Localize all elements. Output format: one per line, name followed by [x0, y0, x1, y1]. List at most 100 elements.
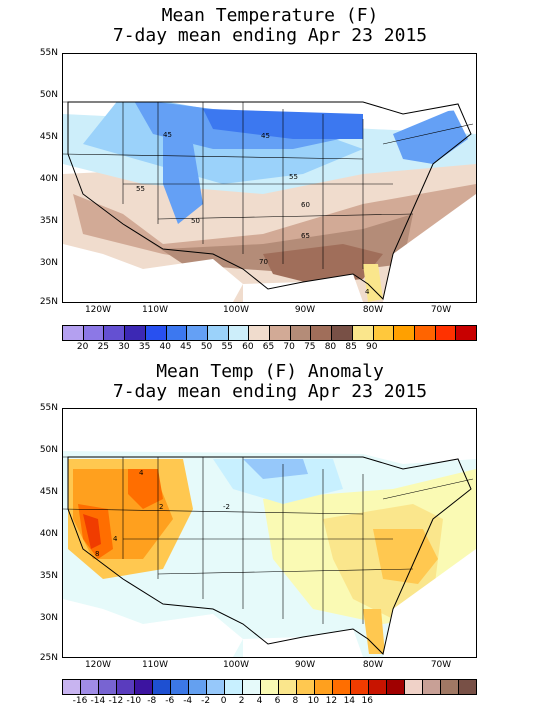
colorbar-label: 2: [238, 696, 245, 706]
colorbar-label: -12: [108, 696, 124, 706]
colorbar-label: 14: [343, 696, 356, 706]
colorbar-swatch: [333, 680, 351, 694]
map2-canada-area: [63, 409, 476, 464]
colorbar-label: -4: [183, 696, 193, 706]
map1-lon-label: 120W: [84, 305, 112, 315]
map1-region-40-45-west: [163, 134, 203, 224]
colorbar-swatch: [261, 680, 279, 694]
colorbar-swatch: [332, 326, 353, 340]
colorbar-swatch: [117, 680, 135, 694]
colorbar-label: 30: [118, 342, 130, 352]
colorbar-swatch: [187, 326, 208, 340]
map2-contour-label: 4: [113, 535, 118, 543]
map2-mexico-area: [63, 599, 243, 657]
map2-lat-label: 30N: [39, 613, 58, 623]
map1-lat-label: 25N: [39, 297, 58, 307]
map2-contour-label: 2: [159, 503, 163, 511]
colorbar-swatch: [135, 680, 153, 694]
map2-region-midwest-cool: [213, 459, 343, 504]
colorbar-label: 35: [138, 342, 151, 352]
colorbar-swatch: [207, 326, 229, 340]
map2-lat-label: 45N: [39, 487, 58, 497]
map1-us-outline: [67, 101, 472, 300]
colorbar-swatch: [166, 326, 188, 340]
map2-panel: 4 2 4 8 -2: [62, 408, 477, 658]
map1-region-florida: [363, 264, 383, 302]
colorbar-swatch: [297, 680, 315, 694]
colorbar-label: 8: [292, 696, 299, 706]
map2-lat-label: 35N: [39, 571, 58, 581]
map2-lat-label: 50N: [39, 445, 58, 455]
map2-lon-label: 110W: [141, 660, 169, 670]
map2-lat-label: 25N: [39, 653, 58, 663]
colorbar-swatch: [311, 326, 333, 340]
map1-contour-label: 50: [191, 217, 200, 225]
colorbar-swatch: [352, 326, 374, 340]
map2-lon-label: 70W: [430, 660, 452, 670]
colorbar-swatch: [63, 680, 81, 694]
colorbar-label: -8: [147, 696, 157, 706]
colorbar-swatch: [373, 326, 395, 340]
colorbar-swatch: [99, 680, 117, 694]
colorbar-swatch: [315, 680, 333, 694]
map2-lon-label: 120W: [84, 660, 112, 670]
colorbar-swatch: [125, 326, 146, 340]
colorbar-swatch: [459, 680, 476, 694]
map1-lon-label: 110W: [141, 305, 169, 315]
colorbar-label: 10: [307, 696, 320, 706]
colorbar-swatch: [394, 326, 415, 340]
map2-contour-label: 4: [139, 469, 144, 477]
map1-contour-label: 4: [365, 288, 370, 296]
map1-contour-label: 65: [301, 232, 310, 240]
map2-svg: 4 2 4 8 -2: [63, 409, 476, 657]
colorbar-label: 0: [220, 696, 227, 706]
map1-svg: 45 45 55 55 50 60 65 70 4: [63, 54, 476, 302]
map1-contour-label: 45: [163, 131, 172, 139]
map2-us-outline: [67, 456, 472, 655]
map1-contour-label: 60: [301, 201, 310, 209]
colorbar-swatch: [83, 326, 105, 340]
colorbar-label: -2: [201, 696, 211, 706]
colorbar-swatch: [153, 680, 171, 694]
map1-lon-label: 90W: [294, 305, 316, 315]
map2-lat-label: 40N: [39, 529, 58, 539]
colorbar-swatch: [243, 680, 261, 694]
colorbar-swatch: [171, 680, 189, 694]
map2-lon-label: 100W: [222, 660, 250, 670]
colorbar-label: -14: [90, 696, 106, 706]
map2-lat-label: 55N: [39, 403, 58, 413]
colorbar-swatch: [270, 326, 291, 340]
map1-lon-label: 70W: [430, 305, 452, 315]
map1-contour-label: 70: [259, 258, 268, 266]
colorbar-swatch: [104, 326, 126, 340]
map1-contour-label: 55: [289, 173, 298, 181]
colorbar-swatch: [456, 326, 477, 340]
colorbar-label: 60: [242, 342, 254, 352]
colorbar-swatch: [290, 326, 312, 340]
map1-lat-label: 30N: [39, 258, 58, 268]
colorbar-label: 40: [159, 342, 171, 352]
colorbar-swatch: [249, 326, 271, 340]
colorbar-swatch: [369, 680, 387, 694]
colorbar-label: 75: [304, 342, 316, 352]
colorbar-label: -10: [126, 696, 142, 706]
colorbar-label: 50: [200, 342, 213, 352]
map2-region-florida-warm: [363, 609, 385, 654]
map1-canada-area: [63, 54, 476, 114]
map2-lon-label: 90W: [294, 660, 316, 670]
colorbar-swatch: [423, 680, 441, 694]
colorbar-label: 25: [97, 342, 110, 352]
colorbar-swatch: [387, 680, 405, 694]
colorbar-label: 70: [283, 342, 295, 352]
colorbar-label: 55: [221, 342, 233, 352]
colorbar-label: 20: [76, 342, 89, 352]
colorbar-swatch: [279, 680, 297, 694]
colorbar-swatch: [414, 326, 436, 340]
map1-panel: 45 45 55 55 50 60 65 70 4: [62, 53, 477, 303]
map1-region-northeast: [393, 109, 468, 164]
map2-title-line2: 7-day mean ending Apr 23 2015: [112, 381, 428, 402]
map2-lon-label: 80W: [362, 660, 384, 670]
map2-region-west-hot: [83, 514, 101, 549]
map1-lon-label: 100W: [222, 305, 250, 315]
colorbar-label: -6: [165, 696, 175, 706]
